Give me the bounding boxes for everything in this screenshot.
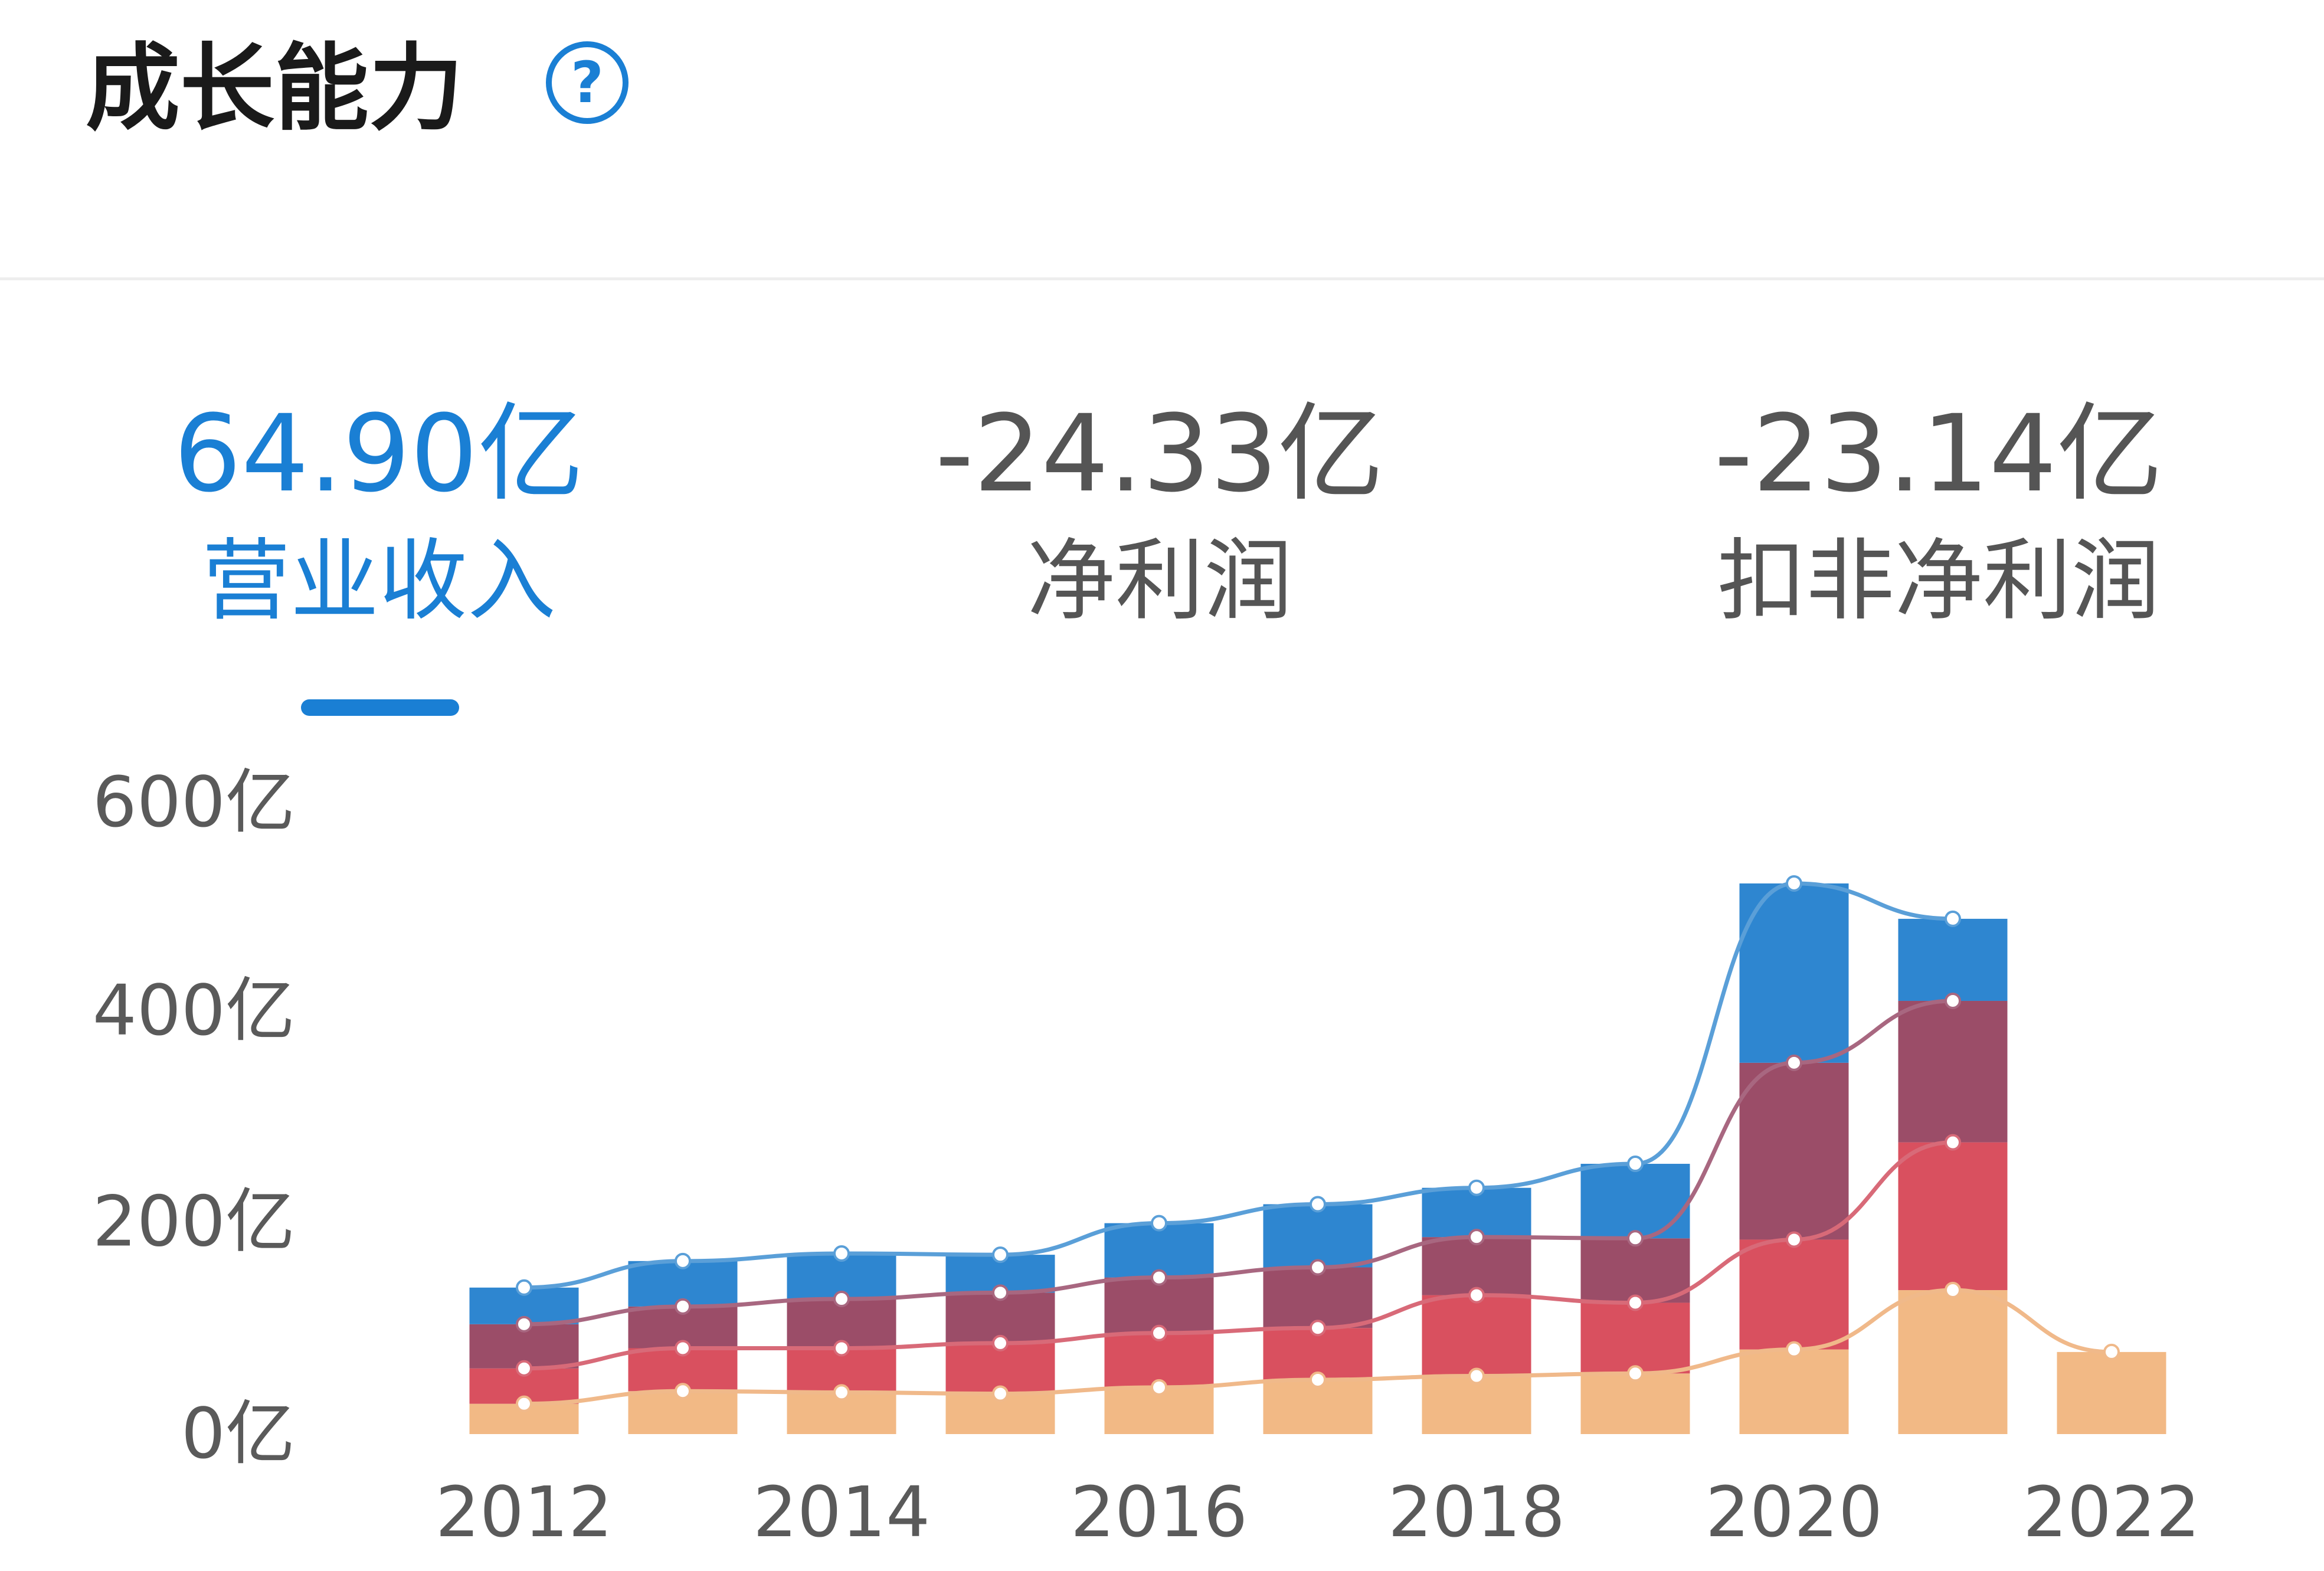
x-tick-label: 2020 (1706, 1471, 1883, 1553)
bar-segment[interactable] (1739, 1349, 1849, 1434)
data-point[interactable] (1786, 1341, 1802, 1358)
bar-segment[interactable] (1580, 1238, 1690, 1303)
series-line (523, 881, 1953, 1290)
data-point[interactable] (1151, 1269, 1167, 1286)
bar-segment[interactable] (1263, 1379, 1373, 1434)
data-point[interactable] (992, 1246, 1009, 1264)
x-tick-label: 2012 (436, 1471, 613, 1553)
question-circle-icon[interactable]: ? (546, 41, 629, 124)
data-point[interactable] (675, 1340, 691, 1357)
data-point[interactable] (833, 1384, 850, 1401)
net-profit-value: -24.33亿 (935, 392, 1384, 516)
data-point[interactable] (516, 1315, 532, 1333)
data-point[interactable] (1151, 1379, 1167, 1396)
tab-revenue[interactable]: 64.90亿 营业收入 (54, 390, 703, 637)
bar-segment[interactable] (1739, 883, 1849, 1063)
y-tick-label: 200亿 (93, 1180, 295, 1262)
y-tick-label: 0亿 (181, 1393, 295, 1474)
bar-segment[interactable] (1580, 1373, 1690, 1434)
tab-deducted-net-profit[interactable]: -23.14亿 扣非净利润 (1614, 390, 2263, 637)
data-point[interactable] (1786, 1231, 1802, 1248)
series-line (523, 999, 1953, 1327)
data-point[interactable] (833, 1340, 850, 1357)
deducted-net-profit-value: -23.14亿 (1714, 392, 2163, 516)
bar-segment[interactable] (1739, 1062, 1849, 1240)
bar-segment[interactable] (1422, 1376, 1531, 1434)
bar-segment[interactable] (1263, 1328, 1373, 1380)
bar-segment[interactable] (1739, 1239, 1849, 1350)
data-point[interactable] (1627, 1294, 1644, 1311)
data-point[interactable] (1468, 1229, 1485, 1246)
data-point[interactable] (1786, 875, 1802, 892)
data-point[interactable] (1151, 1324, 1167, 1341)
bar-segment[interactable] (1104, 1223, 1214, 1278)
x-tick-label: 2016 (1071, 1471, 1248, 1553)
data-point[interactable] (1468, 1287, 1485, 1304)
data-point[interactable] (992, 1334, 1009, 1351)
data-point[interactable] (992, 1385, 1009, 1402)
data-point[interactable] (1627, 1365, 1644, 1382)
x-tick-label: 2018 (1388, 1471, 1565, 1553)
y-tick-label: 400亿 (93, 970, 295, 1051)
data-point[interactable] (1468, 1179, 1485, 1196)
tab-net-profit[interactable]: -24.33亿 净利润 (835, 390, 1484, 637)
net-profit-label: 净利润 (1026, 530, 1292, 633)
series-line (523, 1288, 2112, 1406)
data-point[interactable] (1310, 1259, 1326, 1276)
bar-segment[interactable] (1263, 1267, 1373, 1328)
bar-segment[interactable] (2057, 1351, 2166, 1434)
bar-segment[interactable] (1580, 1302, 1690, 1374)
data-point[interactable] (1945, 992, 1961, 1009)
data-point[interactable] (1945, 1282, 1961, 1299)
bar-segment[interactable] (1898, 1290, 2008, 1434)
active-tab-indicator (301, 699, 459, 716)
bar-segment[interactable] (1263, 1204, 1373, 1268)
y-tick-label: 600亿 (93, 761, 295, 843)
bar-segment[interactable] (1898, 1142, 2008, 1291)
data-point[interactable] (833, 1291, 850, 1308)
data-point[interactable] (1310, 1320, 1326, 1337)
data-point[interactable] (1786, 1054, 1802, 1071)
data-point[interactable] (516, 1360, 532, 1377)
data-point[interactable] (1151, 1215, 1167, 1232)
data-point[interactable] (516, 1395, 532, 1412)
revenue-value: 64.90亿 (174, 392, 584, 516)
bar-segment[interactable] (1898, 918, 2008, 1001)
deducted-net-profit-label: 扣非净利润 (1717, 530, 2160, 633)
section-header: 成长能力 ? (0, 0, 2324, 280)
data-point[interactable] (1627, 1156, 1644, 1173)
data-point[interactable] (1310, 1196, 1326, 1213)
bar-segment[interactable] (1422, 1295, 1531, 1376)
revenue-label: 营业收入 (201, 530, 556, 633)
section-title: 成长能力 (86, 33, 464, 143)
series-line (523, 1140, 1953, 1371)
data-point[interactable] (675, 1252, 691, 1269)
bar-segment[interactable] (1104, 1333, 1214, 1387)
bar-segment[interactable] (1422, 1237, 1531, 1295)
bar-segment[interactable] (1104, 1277, 1214, 1333)
data-point[interactable] (1310, 1371, 1326, 1388)
data-point[interactable] (1945, 1134, 1961, 1151)
data-point[interactable] (992, 1284, 1009, 1301)
x-tick-label: 2022 (2023, 1471, 2200, 1553)
bar-segment[interactable] (1898, 1000, 2008, 1143)
bar-segment[interactable] (945, 1292, 1055, 1343)
x-tick-label: 2014 (753, 1471, 930, 1553)
data-point[interactable] (675, 1298, 691, 1315)
data-point[interactable] (1945, 910, 1961, 927)
data-point[interactable] (1627, 1230, 1644, 1247)
data-point[interactable] (833, 1245, 850, 1262)
data-point[interactable] (675, 1383, 691, 1400)
data-point[interactable] (516, 1279, 532, 1296)
data-point[interactable] (2103, 1343, 2120, 1360)
bar-segment[interactable] (945, 1343, 1055, 1394)
data-point[interactable] (1468, 1367, 1485, 1385)
revenue-stacked-bar-chart: 600亿 400亿 200亿 0亿 2012 2014 2016 2018 2020 2022 (93, 761, 2200, 1553)
bar-segment[interactable] (1580, 1164, 1690, 1239)
